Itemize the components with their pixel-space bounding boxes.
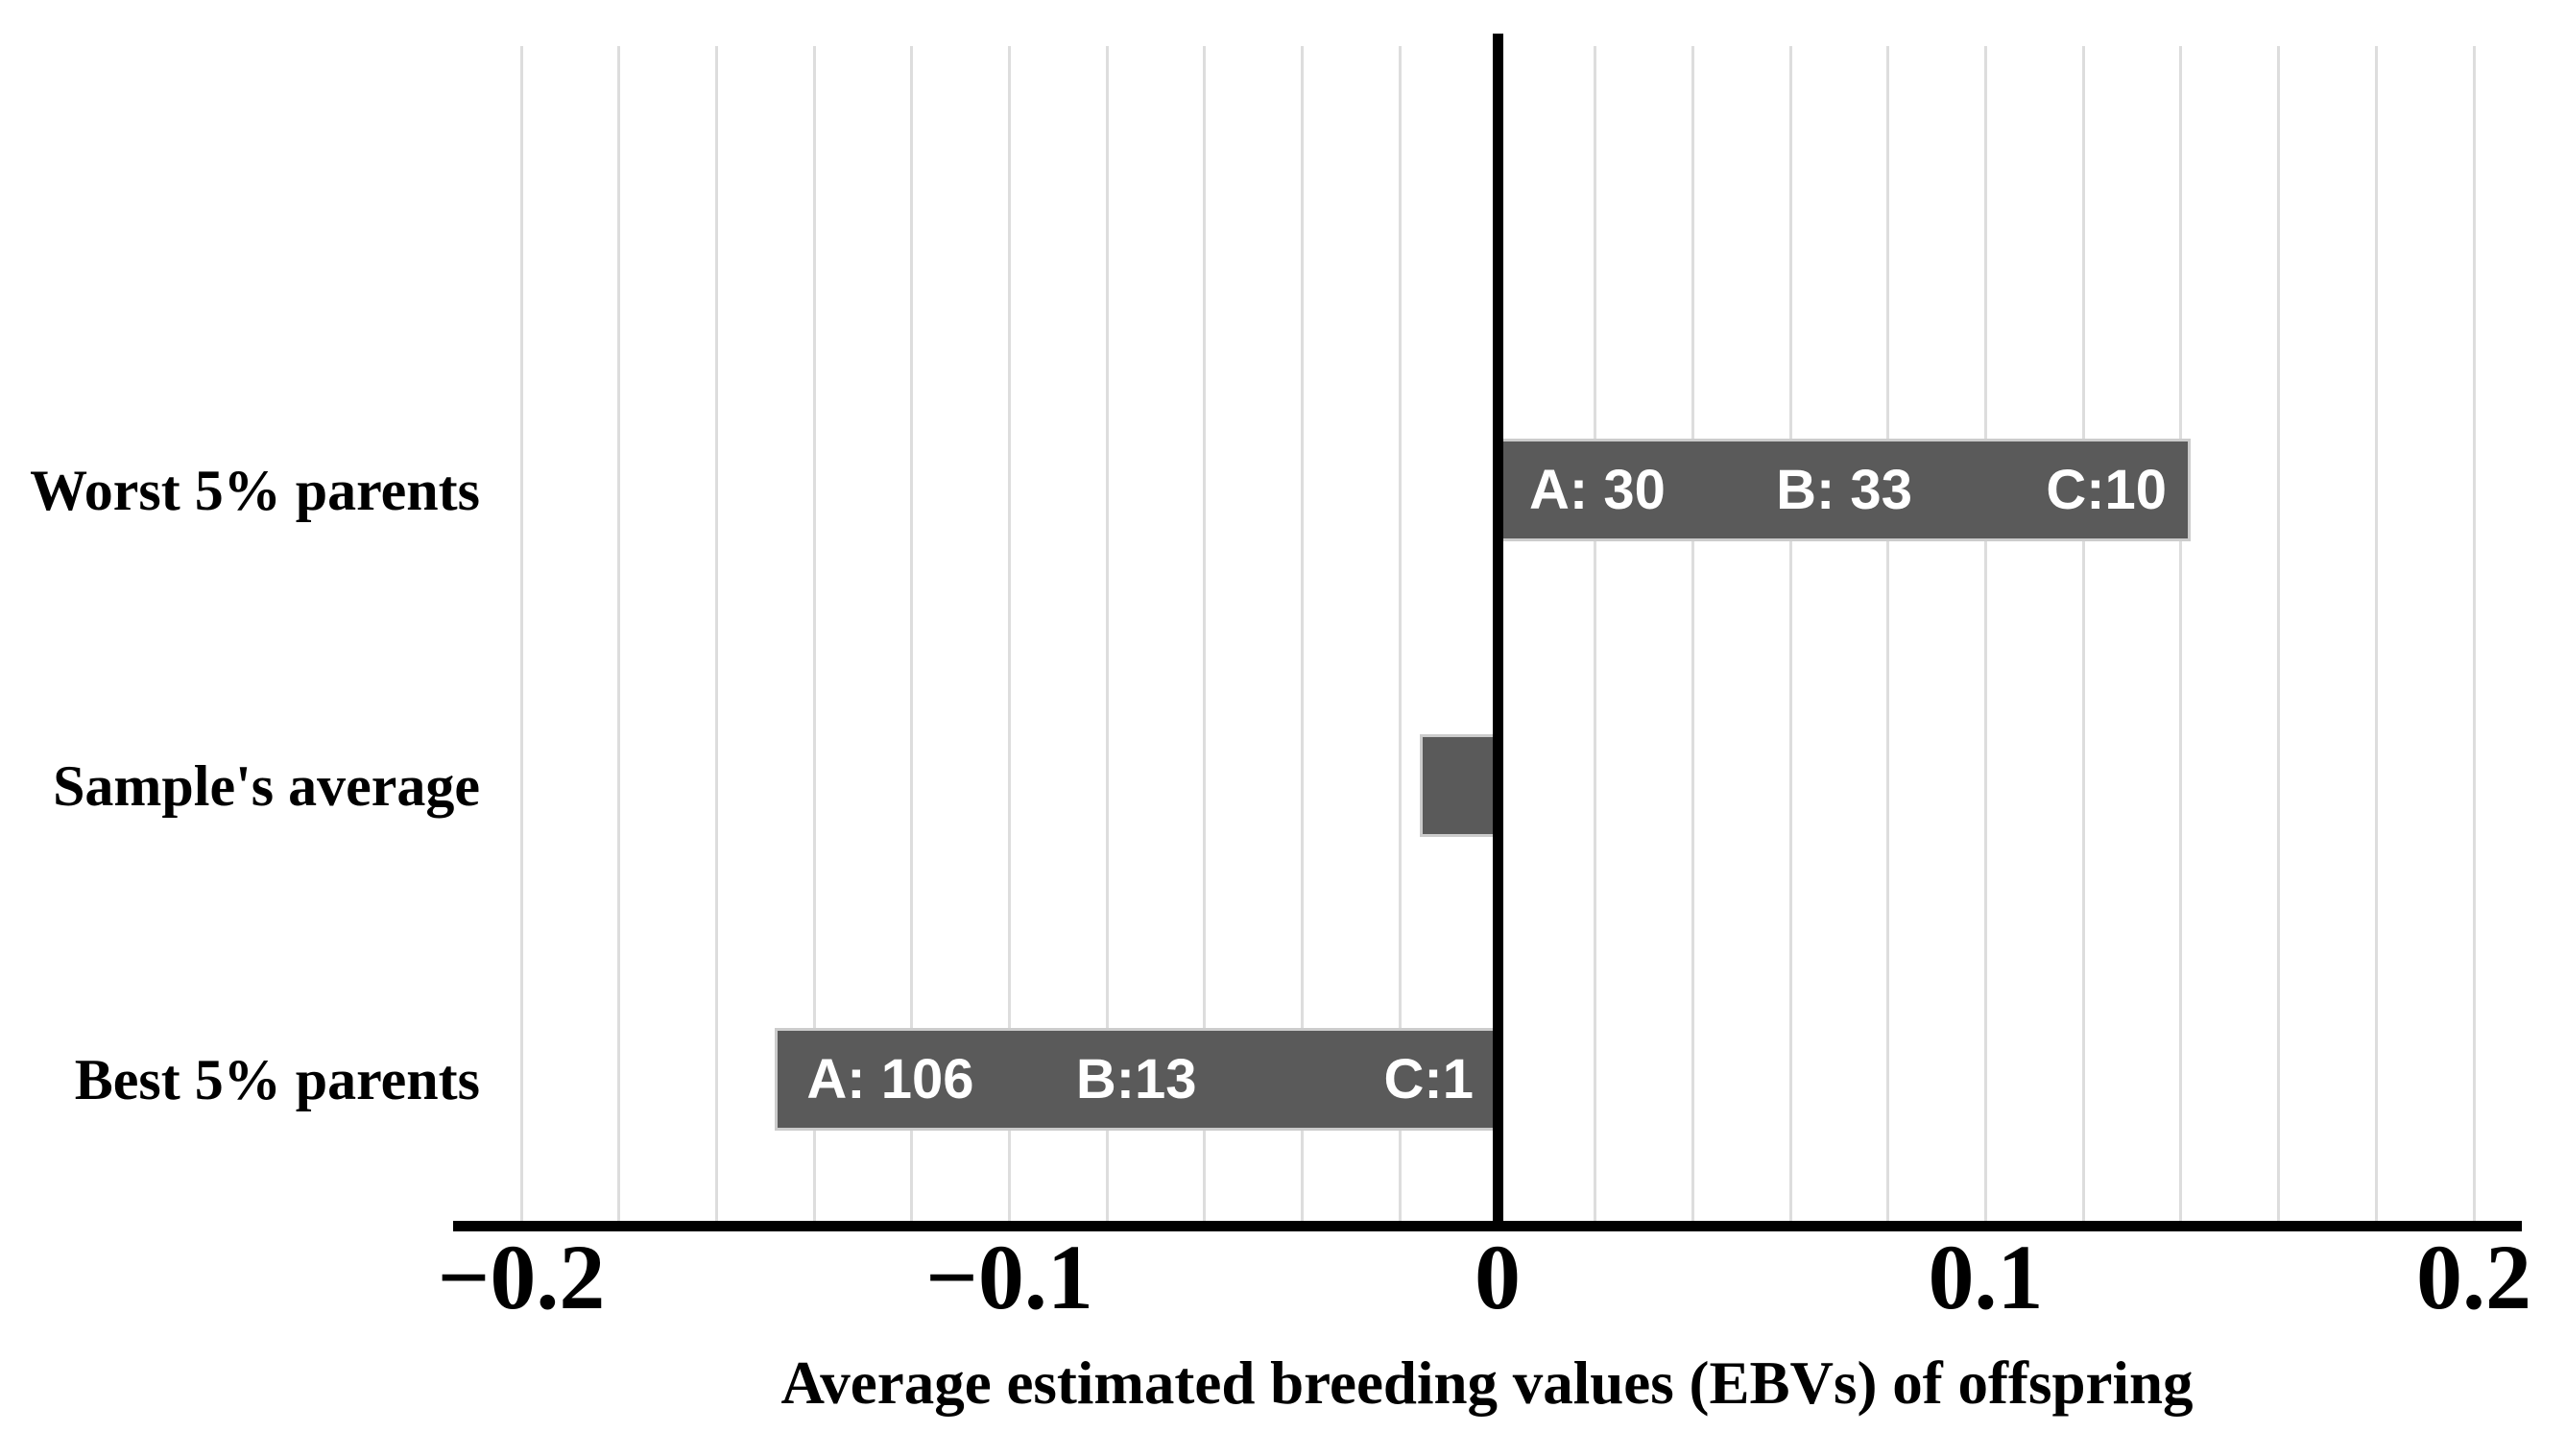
x-tick-label: −0.2 (437, 1226, 606, 1328)
gridline (519, 46, 523, 1221)
gridline (2472, 46, 2476, 1221)
category-label-sample-s-average: Sample's average (53, 753, 480, 818)
gridline (617, 46, 621, 1221)
gridline (2179, 46, 2183, 1221)
gridline (1886, 46, 1890, 1221)
x-tick-label: 0 (1475, 1226, 1521, 1328)
x-axis-line (453, 1221, 2522, 1231)
x-axis-title: Average estimated breeding values (EBVs)… (780, 1349, 2194, 1417)
bar-value-label: B: 33 (1776, 458, 1912, 521)
gridline (812, 46, 816, 1221)
gridline (1691, 46, 1694, 1221)
gridline (910, 46, 914, 1221)
bar-worst-5-parents: A: 30 B: 33 C:10 (1498, 439, 2192, 541)
bar-value-label: C:10 (2046, 458, 2168, 521)
bar-value-label: A: 30 (1529, 458, 1666, 521)
gridline (714, 46, 718, 1221)
bar-value-label: A: 106 (806, 1047, 974, 1110)
x-tick-label: −0.1 (925, 1226, 1093, 1328)
gridline (1203, 46, 1207, 1221)
gridline (2081, 46, 2085, 1221)
gridline (1301, 46, 1305, 1221)
bar-value-label: B:13 (1075, 1047, 1197, 1110)
bar-best-5-parents: A: 106 B:13 C:1 (775, 1028, 1498, 1131)
gridline (1594, 46, 1597, 1221)
bar-value-label: C:1 (1383, 1047, 1474, 1110)
category-label-best-5-parents: Best 5% parents (74, 1047, 480, 1111)
gridline (1105, 46, 1109, 1221)
gridline (2277, 46, 2281, 1221)
gridline (2374, 46, 2378, 1221)
x-tick-label: 0.2 (2416, 1226, 2531, 1328)
category-label-worst-5-parents: Worst 5% parents (30, 458, 480, 522)
gridline (1398, 46, 1402, 1221)
gridline (1788, 46, 1792, 1221)
x-tick-label: 0.1 (1928, 1226, 2044, 1328)
gridline (1008, 46, 1011, 1221)
gridline (1984, 46, 1987, 1221)
bar-sample-s-average (1419, 734, 1498, 837)
zero-axis-line (1492, 34, 1503, 1231)
